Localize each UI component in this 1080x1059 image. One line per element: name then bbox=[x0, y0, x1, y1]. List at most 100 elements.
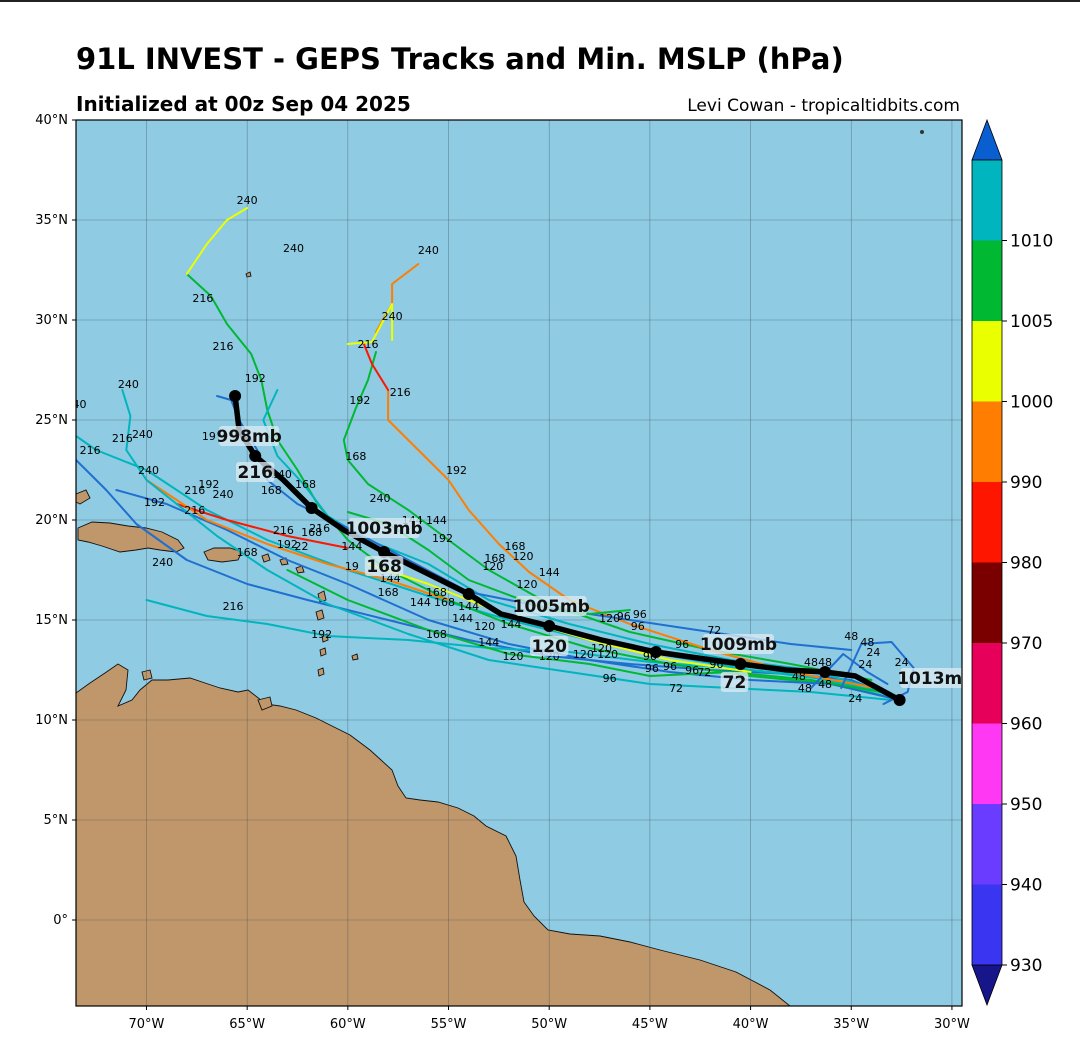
mean-track-dot bbox=[893, 694, 906, 706]
credit: Levi Cowan - tropicaltidbits.com bbox=[687, 96, 960, 116]
lon-tick-label: 50°W bbox=[531, 1017, 567, 1032]
member-track bbox=[286, 569, 883, 693]
forecast-hour-label: 144 bbox=[341, 540, 362, 553]
small-island-marker bbox=[920, 130, 924, 134]
lat-tick-label: 35°N bbox=[35, 213, 68, 228]
colorbar-segment bbox=[972, 804, 1002, 885]
forecast-hour-label: 24 bbox=[848, 692, 862, 705]
mean-track-label: 168 bbox=[364, 556, 404, 577]
colorbar-segment bbox=[972, 401, 1002, 482]
forecast-hour-label: 24 bbox=[858, 658, 872, 671]
forecast-hour-label: 168 bbox=[426, 628, 447, 641]
forecast-hour-label: 120 bbox=[573, 648, 594, 661]
forecast-hour-label: 168 bbox=[295, 478, 316, 491]
colorbar-top-arrow bbox=[971, 118, 1003, 161]
init-time: Initialized at 00z Sep 04 2025 bbox=[76, 92, 411, 116]
forecast-hour-label: 96 bbox=[685, 664, 699, 677]
mean-label-text: 120 bbox=[531, 637, 567, 657]
lon-tick-label: 30°W bbox=[934, 1017, 970, 1032]
mean-label-text: 168 bbox=[366, 557, 402, 577]
forecast-hour-label: 22 bbox=[295, 540, 309, 553]
mean-track-label: 1005mb bbox=[513, 596, 590, 617]
forecast-hour-label: 19 bbox=[345, 560, 359, 573]
colorbar-segment bbox=[972, 160, 1002, 241]
mean-track-dot bbox=[378, 546, 391, 558]
forecast-hour-label: 216 bbox=[357, 338, 378, 351]
lon-tick-label: 60°W bbox=[330, 1017, 366, 1032]
forecast-hour-label: 216 bbox=[80, 444, 101, 457]
member-track bbox=[185, 207, 249, 275]
ensemble-mean-track bbox=[229, 390, 906, 706]
caribbean-islands-land bbox=[141, 271, 359, 681]
ensemble-member-tracks bbox=[76, 207, 915, 705]
lon-tick-label: 65°W bbox=[229, 1017, 265, 1032]
forecast-hour-label: 168 bbox=[237, 546, 258, 559]
colorbar-label: 950 bbox=[1010, 795, 1042, 815]
forecast-hour-label: 120 bbox=[597, 648, 618, 661]
map-frame bbox=[75, 119, 963, 1007]
member-track bbox=[175, 503, 349, 549]
forecast-hour-label: 168 bbox=[484, 552, 505, 565]
member-track bbox=[145, 479, 450, 601]
trinidad-land bbox=[257, 696, 273, 711]
lat-tick-label: 15°N bbox=[35, 613, 68, 628]
member-track bbox=[362, 343, 390, 391]
colorbar-segment bbox=[972, 643, 1002, 724]
top-rule bbox=[0, 0, 1080, 2]
forecast-hour-label: 96 bbox=[617, 610, 631, 623]
forecast-hour-label: 216 bbox=[184, 484, 205, 497]
forecast-hour-label: 240 bbox=[212, 488, 233, 501]
mean-label-text: 1013mb bbox=[897, 669, 974, 689]
member-track bbox=[346, 303, 394, 345]
colorbar-segment bbox=[972, 884, 1002, 965]
mean-label-box bbox=[219, 426, 280, 446]
lon-tick-label: 35°W bbox=[833, 1017, 869, 1032]
colorbar-label: 1005 bbox=[1010, 312, 1053, 332]
mean-label-box bbox=[900, 668, 962, 688]
mean-label-box bbox=[530, 636, 569, 656]
forecast-hour-label: 96 bbox=[663, 660, 677, 673]
forecast-hour-label: 19 bbox=[202, 430, 216, 443]
colorbar-label: 970 bbox=[1010, 634, 1042, 654]
forecast-hour-label: 120 bbox=[502, 650, 523, 663]
lon-tick-label: 45°W bbox=[632, 1017, 668, 1032]
mean-track-dot bbox=[819, 666, 832, 678]
forecast-hour-label: 216 bbox=[212, 340, 233, 353]
forecast-hour-label: 120 bbox=[474, 620, 495, 633]
forecast-hour-label: 72 bbox=[707, 624, 721, 637]
mean-track-line bbox=[232, 393, 903, 703]
forecast-hour-label: 240 bbox=[138, 464, 159, 477]
forecast-hour-label: 144 bbox=[539, 566, 560, 579]
forecast-hour-label: 120 bbox=[591, 642, 612, 655]
forecast-hour-label: 24 bbox=[866, 646, 880, 659]
forecast-hour-label: 216 bbox=[192, 292, 213, 305]
mean-track-dot bbox=[734, 658, 747, 670]
puerto-rico-land bbox=[203, 547, 243, 563]
cuba-land bbox=[76, 489, 91, 505]
forecast-hour-label: 24 bbox=[895, 656, 909, 669]
mean-label-text: 998mb bbox=[216, 427, 281, 447]
colorbar-bottom-arrow bbox=[971, 964, 1003, 1007]
forecast-hour-label: 192 bbox=[198, 478, 219, 491]
forecast-hour-label: 168 bbox=[426, 586, 447, 599]
colorbar-label: 1010 bbox=[1010, 232, 1053, 252]
forecast-hour-label: 144 bbox=[410, 596, 431, 609]
mean-track-label: 1003mb bbox=[345, 518, 423, 539]
mean-track-label: 998mb bbox=[216, 426, 282, 447]
forecast-hour-label: 216 bbox=[390, 386, 411, 399]
forecast-hour-label: 168 bbox=[504, 540, 525, 553]
forecast-hour-label: 120 bbox=[513, 550, 534, 563]
lat-lon-grid bbox=[76, 120, 962, 1006]
lat-tick-label: 30°N bbox=[35, 313, 68, 328]
forecast-hour-label: 216 bbox=[309, 522, 330, 535]
forecast-hour-label: 48 bbox=[818, 678, 832, 691]
mean-label-box bbox=[515, 596, 587, 616]
mean-track-dot bbox=[305, 502, 318, 514]
mean-label-box bbox=[236, 462, 275, 482]
forecast-hour-label: 120 bbox=[517, 578, 538, 591]
forecast-hour-label: 96 bbox=[633, 608, 647, 621]
forecast-hour-label: 192 bbox=[144, 496, 165, 509]
member-track bbox=[115, 489, 901, 701]
colorbar-label: 980 bbox=[1010, 554, 1042, 574]
